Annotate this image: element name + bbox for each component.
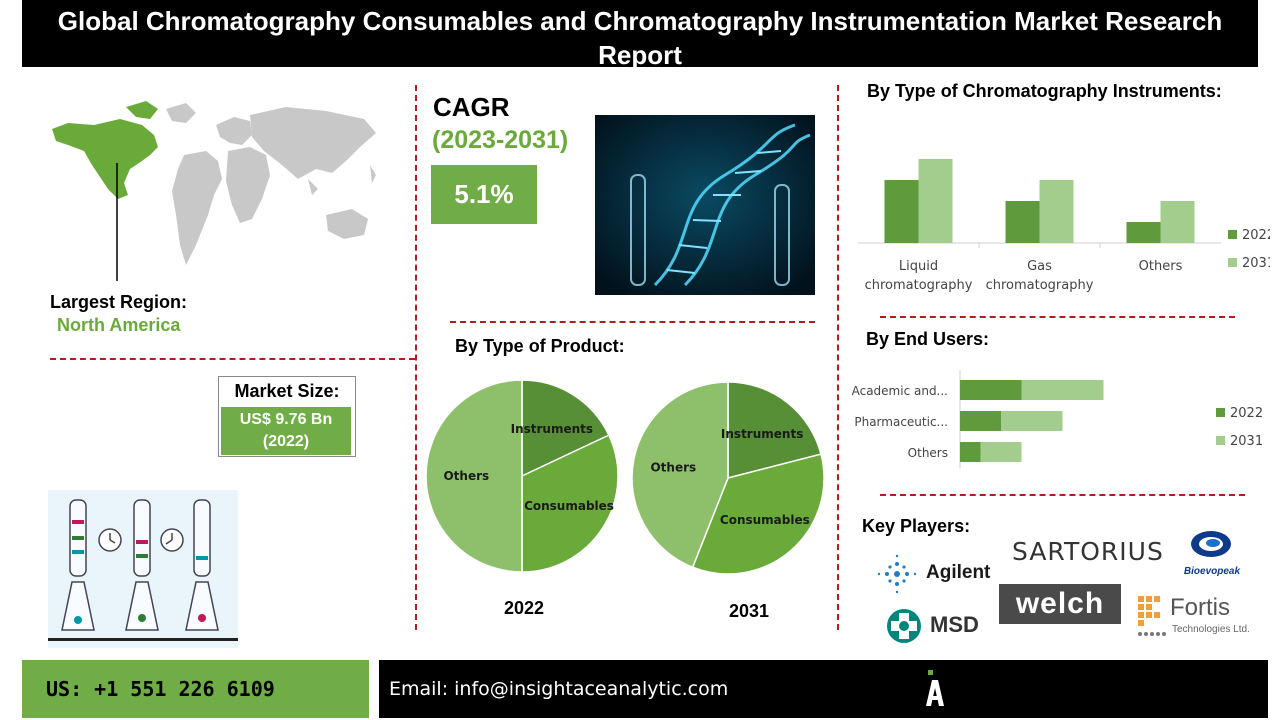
instruments-category-label: chromatography bbox=[865, 278, 973, 293]
pie-2031-slice-others bbox=[631, 381, 729, 569]
end-users-legend-swatch-2022 bbox=[1216, 408, 1225, 417]
pie-2022-label-others: Others bbox=[443, 469, 489, 483]
end-users-bar-2031-2 bbox=[980, 442, 1022, 462]
pie-2022-slice-others bbox=[425, 379, 523, 573]
pie-2031-slice-consumables bbox=[691, 453, 825, 575]
instruments-bar-2031-0 bbox=[918, 159, 953, 243]
end-users-legend-swatch-2031 bbox=[1216, 436, 1225, 445]
end-users-bar-chart: Academic and... Pharmaceutic... Others 2022… bbox=[852, 370, 1263, 468]
logo-msd: MSD bbox=[886, 606, 996, 646]
pie-2022-slice-instruments bbox=[521, 379, 610, 478]
msd-emblem-icon bbox=[887, 609, 921, 643]
cagr-period: (2023-2031) bbox=[432, 126, 569, 154]
instruments-bar-2022-0 bbox=[884, 180, 919, 243]
market-size-label: Market Size: bbox=[234, 381, 340, 401]
end-users-category-label: Academic and... bbox=[852, 384, 948, 398]
bioevopeak-wordmark: Bioevopeak bbox=[1183, 566, 1241, 577]
pie-2022-label-instruments: Instruments bbox=[511, 422, 593, 436]
divider-vertical-left bbox=[415, 85, 417, 630]
instruments-category-label: Others bbox=[1139, 259, 1183, 274]
instruments-category-label: Gas bbox=[1027, 259, 1052, 274]
page-title: Global Chromatography Consumables and Ch… bbox=[57, 6, 1223, 70]
cagr-label: CAGR bbox=[433, 92, 510, 122]
product-section-title: By Type of Product: bbox=[455, 336, 625, 356]
end-users-bar-2031-0 bbox=[1021, 380, 1104, 400]
market-size-card: Market Size: US$ 9.76 Bn (2022) bbox=[218, 376, 356, 457]
agilent-wordmark: Agilent bbox=[926, 562, 991, 583]
fortis-dots-icon bbox=[1138, 596, 1166, 636]
insightace-logo-icon bbox=[926, 670, 944, 706]
logo-sartorius: SARTORIUS bbox=[1012, 537, 1164, 566]
pie-2022-label-consumables: Consumables bbox=[524, 499, 614, 513]
end-users-section-title: By End Users: bbox=[866, 329, 990, 349]
divider-left-panel bbox=[50, 358, 415, 360]
pie-2022-slice-consumables bbox=[521, 434, 619, 573]
market-size-value: US$ 9.76 Bn (2022) bbox=[221, 407, 351, 455]
largest-region-label: Largest Region: bbox=[50, 292, 188, 312]
msd-wordmark: MSD bbox=[930, 612, 979, 637]
end-users-category-label: Others bbox=[908, 446, 948, 460]
instruments-category-label: chromatography bbox=[986, 278, 1094, 293]
footer-phone[interactable]: US: +1 551 226 6109 bbox=[22, 660, 369, 718]
pie-2031-label-consumables: Consumables bbox=[720, 513, 810, 527]
end-users-bar-2022-1 bbox=[960, 411, 1001, 431]
instruments-legend-label-2022: 2022 bbox=[1242, 228, 1270, 243]
end-users-bar-2022-2 bbox=[960, 442, 981, 462]
logo-fortis: Fortis Technologies Ltd. bbox=[1136, 592, 1266, 640]
pie-2022-year-label: 2022 bbox=[503, 598, 545, 618]
logo-bioevopeak: Bioevopeak bbox=[1172, 522, 1252, 582]
instruments-legend-swatch-2031 bbox=[1228, 258, 1237, 267]
market-size-amount: US$ 9.76 Bn bbox=[239, 411, 333, 428]
pie-2031-label-others: Others bbox=[650, 461, 696, 475]
instruments-bar-2022-2 bbox=[1126, 222, 1161, 243]
cagr-value: 5.1% bbox=[431, 165, 537, 224]
pie-2031-label-instruments: Instruments bbox=[721, 427, 803, 441]
key-players-title: Key Players: bbox=[862, 516, 971, 536]
chromatography-columns-illustration bbox=[48, 490, 238, 648]
fortis-subtitle: Technologies Ltd. bbox=[1172, 624, 1250, 635]
pie-2031-year-label: 2031 bbox=[728, 601, 770, 621]
instruments-bar-2031-2 bbox=[1160, 201, 1195, 243]
divider-center-panel bbox=[450, 321, 815, 323]
largest-region-value: North America bbox=[57, 315, 181, 335]
instruments-legend-swatch-2022 bbox=[1228, 230, 1237, 239]
product-pie-charts: Instruments Consumables Others Instruments… bbox=[425, 379, 825, 575]
instruments-bar-2031-1 bbox=[1039, 180, 1074, 243]
divider-end-users bbox=[880, 494, 1245, 496]
instruments-category-label: Liquid bbox=[899, 259, 938, 274]
world-map-icon bbox=[52, 101, 376, 281]
pie-2031-slice-instruments bbox=[727, 381, 822, 479]
instruments-bar-2022-1 bbox=[1005, 201, 1040, 243]
divider-vertical-right bbox=[837, 85, 839, 630]
market-size-year: (2022) bbox=[262, 433, 310, 450]
footer-email[interactable]: Email: info@insightaceanalytic.com bbox=[379, 660, 1268, 718]
logo-welch: welch bbox=[999, 584, 1121, 624]
end-users-bar-2022-0 bbox=[960, 380, 1022, 400]
agilent-spark-icon bbox=[877, 554, 917, 594]
divider-instruments bbox=[880, 316, 1235, 318]
instruments-legend-label-2031: 2031 bbox=[1242, 256, 1270, 271]
end-users-legend-label-2022: 2022 bbox=[1230, 406, 1263, 421]
header-banner: Global Chromatography Consumables and Ch… bbox=[22, 0, 1258, 70]
instruments-bar-chart: Liquid chromatography Gas chromatography Oth… bbox=[858, 159, 1270, 293]
logo-agilent: Agilent bbox=[874, 550, 994, 596]
bioevopeak-swirl-icon bbox=[1191, 531, 1231, 557]
end-users-legend-label-2031: 2031 bbox=[1230, 434, 1263, 449]
instruments-section-title: By Type of Chromatography Instruments: bbox=[867, 81, 1222, 101]
end-users-bar-2031-1 bbox=[1001, 411, 1063, 431]
fortis-wordmark: Fortis bbox=[1170, 594, 1230, 621]
end-users-category-label: Pharmaceutic... bbox=[854, 415, 948, 429]
dna-lab-photo bbox=[595, 115, 815, 295]
